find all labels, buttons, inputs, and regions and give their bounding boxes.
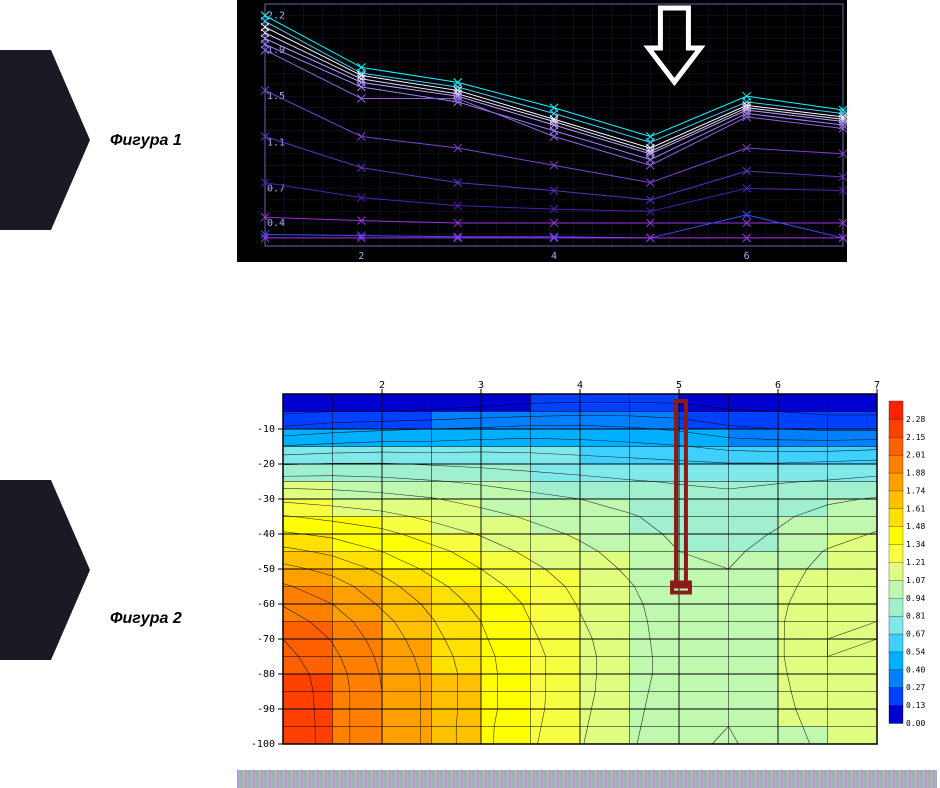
svg-text:1.48: 1.48	[906, 522, 925, 531]
svg-text:-60: -60	[257, 599, 275, 610]
svg-text:1.34: 1.34	[906, 540, 925, 549]
svg-text:1.88: 1.88	[906, 469, 925, 478]
svg-text:-80: -80	[257, 669, 275, 680]
svg-text:0.40: 0.40	[906, 665, 925, 674]
svg-text:0.54: 0.54	[906, 647, 925, 656]
figure-2-label: Фигура 2	[110, 610, 182, 628]
svg-text:0.00: 0.00	[906, 719, 925, 728]
svg-text:1.07: 1.07	[906, 576, 925, 585]
line-chart: 0.40.71.11.51.92.2246	[237, 0, 847, 262]
svg-text:-50: -50	[257, 564, 275, 575]
svg-text:6: 6	[744, 251, 750, 262]
svg-text:-90: -90	[257, 704, 275, 715]
svg-text:-40: -40	[257, 529, 275, 540]
svg-text:0.13: 0.13	[906, 701, 925, 710]
svg-text:5: 5	[676, 380, 682, 391]
svg-text:-100: -100	[251, 739, 275, 750]
svg-text:-70: -70	[257, 634, 275, 645]
chevron-marker-2	[0, 480, 90, 660]
svg-text:0.67: 0.67	[906, 630, 925, 639]
figure-1-label: Фигура 1	[110, 132, 182, 150]
svg-text:2.15: 2.15	[906, 433, 925, 442]
heatmap-chart: 2 3 4 5 6 7 -10 -20 -30 -40 -50 -60 -70 -80 -90 -100 0.0…	[237, 376, 937, 750]
svg-text:1.21: 1.21	[906, 558, 925, 567]
svg-text:2: 2	[358, 251, 364, 262]
svg-text:7: 7	[874, 380, 880, 391]
svg-text:3: 3	[478, 380, 484, 391]
svg-text:0.4: 0.4	[267, 218, 285, 229]
svg-text:1.74: 1.74	[906, 486, 925, 495]
noise-strip	[237, 770, 937, 788]
svg-text:2.28: 2.28	[906, 415, 925, 424]
svg-text:1.1: 1.1	[267, 137, 285, 148]
svg-text:0.94: 0.94	[906, 594, 925, 603]
svg-text:2: 2	[379, 380, 385, 391]
svg-text:2.2: 2.2	[267, 11, 285, 22]
svg-text:2.01: 2.01	[906, 451, 925, 460]
svg-text:1.61: 1.61	[906, 504, 925, 513]
svg-text:-20: -20	[257, 459, 275, 470]
svg-text:-10: -10	[257, 424, 275, 435]
svg-text:-30: -30	[257, 494, 275, 505]
svg-text:0.27: 0.27	[906, 683, 925, 692]
svg-text:4: 4	[551, 251, 557, 262]
heatmap-chart-wrap: 2 3 4 5 6 7 -10 -20 -30 -40 -50 -60 -70 -80 -90 -100 0.0…	[237, 376, 937, 750]
chevron-marker-1	[0, 50, 90, 230]
svg-text:6: 6	[775, 380, 781, 391]
svg-text:0.81: 0.81	[906, 612, 925, 621]
svg-text:4: 4	[577, 380, 583, 391]
